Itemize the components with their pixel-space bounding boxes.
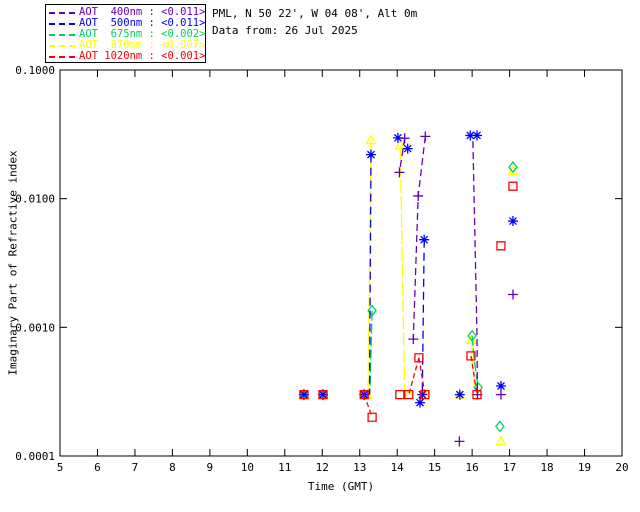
- series-marker-400nm: [394, 167, 405, 178]
- series-marker-1020nm: [414, 353, 424, 363]
- x-tick-label: 5: [57, 461, 64, 474]
- series-marker-1020nm: [496, 241, 506, 251]
- series-marker-870nm: [365, 134, 377, 145]
- series-marker-400nm: [413, 190, 424, 201]
- series-line-400nm: [472, 141, 479, 395]
- series-marker-400nm: [495, 389, 506, 400]
- x-tick-label: 20: [615, 461, 628, 474]
- legend-dash-swatch: [49, 11, 75, 14]
- series-marker-1020nm: [472, 389, 482, 400]
- x-tick-label: 15: [428, 461, 441, 474]
- series-marker-1020nm: [466, 351, 476, 361]
- series-marker-500nm: [419, 234, 430, 245]
- series-marker-675nm: [495, 420, 505, 433]
- series-marker-1020nm: [318, 389, 328, 400]
- legend-box: AOT 400nm : <0.011> AOT 500nm : <0.011> AO…: [45, 4, 206, 63]
- x-tick-label: 6: [94, 461, 101, 474]
- series-marker-675nm: [508, 161, 518, 174]
- series-marker-675nm: [467, 329, 477, 342]
- x-tick-label: 7: [132, 461, 139, 474]
- series-marker-675nm: [367, 304, 377, 317]
- series-line-400nm: [398, 138, 406, 173]
- x-tick-label: 11: [278, 461, 291, 474]
- legend-label: AOT 870nm : <0.007>: [79, 39, 206, 51]
- legend-dash-swatch: [49, 55, 75, 58]
- header-site-text: PML, N 50 22', W 04 08', Alt 0m: [212, 7, 418, 20]
- series-marker-500nm: [507, 216, 518, 227]
- y-tick-label: 0.0001: [15, 450, 55, 463]
- series-marker-1020nm: [420, 389, 430, 400]
- series-line-1020nm: [418, 357, 426, 395]
- series-marker-500nm: [402, 143, 413, 154]
- series-marker-500nm: [392, 132, 403, 143]
- series-marker-675nm: [473, 381, 483, 394]
- series-line-500nm: [368, 154, 372, 395]
- series-marker-400nm: [399, 133, 410, 144]
- y-tick-label: 0.1000: [15, 64, 55, 77]
- legend-entry-400nm: AOT 400nm : <0.011>: [49, 7, 205, 18]
- series-marker-1020nm: [508, 181, 518, 191]
- legend-entry-500nm: AOT 500nm : <0.011>: [49, 18, 205, 29]
- series-marker-1020nm: [395, 389, 405, 400]
- x-tick-label: 8: [169, 461, 176, 474]
- series-line-870nm: [399, 145, 406, 395]
- series-marker-400nm: [408, 334, 419, 345]
- header-date-text: Data from: 26 Jul 2025: [212, 24, 358, 37]
- series-marker-1020nm: [299, 389, 309, 400]
- series-marker-500nm: [415, 397, 426, 408]
- legend-dash-swatch: [49, 44, 75, 47]
- y-tick-label: 0.0100: [15, 193, 55, 206]
- series-marker-500nm: [298, 389, 309, 400]
- x-axis-label: Time (GMT): [307, 480, 375, 493]
- series-marker-1020nm: [404, 389, 414, 400]
- legend-entry-1020nm: AOT 1020nm : <0.001>: [49, 51, 205, 62]
- series-line-1020nm: [408, 357, 420, 395]
- series-marker-870nm: [495, 435, 507, 446]
- legend-entry-870nm: AOT 870nm : <0.007>: [49, 40, 205, 51]
- x-tick-label: 9: [207, 461, 214, 474]
- legend-dash-swatch: [49, 33, 75, 36]
- series-marker-500nm: [495, 380, 506, 391]
- x-tick-label: 19: [578, 461, 591, 474]
- y-tick-label: 0.0010: [15, 321, 55, 334]
- series-marker-870nm: [394, 139, 406, 150]
- x-tick-label: 16: [466, 461, 479, 474]
- legend-entry-675nm: AOT 675nm : <0.002>: [49, 29, 205, 40]
- series-marker-500nm: [318, 389, 329, 400]
- x-tick-label: 18: [540, 461, 553, 474]
- legend-label: AOT 675nm : <0.002>: [79, 28, 206, 40]
- series-marker-400nm: [420, 131, 431, 142]
- series-marker-1020nm: [359, 389, 369, 400]
- legend-dash-swatch: [49, 22, 75, 25]
- x-tick-label: 17: [503, 461, 516, 474]
- series-marker-500nm: [472, 130, 483, 141]
- series-marker-500nm: [365, 149, 376, 160]
- series-line-500nm: [421, 239, 425, 395]
- legend-label: AOT 400nm : <0.011>: [79, 6, 206, 18]
- y-axis-label: Imaginary Part of Refractive index: [6, 150, 20, 376]
- series-marker-400nm: [507, 289, 518, 300]
- series-marker-500nm: [454, 389, 465, 400]
- series-marker-500nm: [417, 389, 428, 400]
- series-marker-870nm: [403, 388, 415, 399]
- x-tick-label: 14: [391, 461, 405, 474]
- series-marker-400nm: [454, 436, 465, 447]
- plot-frame: [59, 69, 623, 457]
- series-marker-870nm: [507, 165, 519, 176]
- legend-label: AOT 500nm : <0.011>: [79, 17, 206, 29]
- series-marker-500nm: [465, 130, 476, 141]
- legend-label: AOT 1020nm : <0.001>: [79, 50, 206, 62]
- x-tick-label: 10: [241, 461, 254, 474]
- x-tick-label: 13: [353, 461, 366, 474]
- x-tick-label: 12: [316, 461, 329, 474]
- series-marker-1020nm: [367, 412, 377, 422]
- series-line-1020nm: [470, 355, 478, 395]
